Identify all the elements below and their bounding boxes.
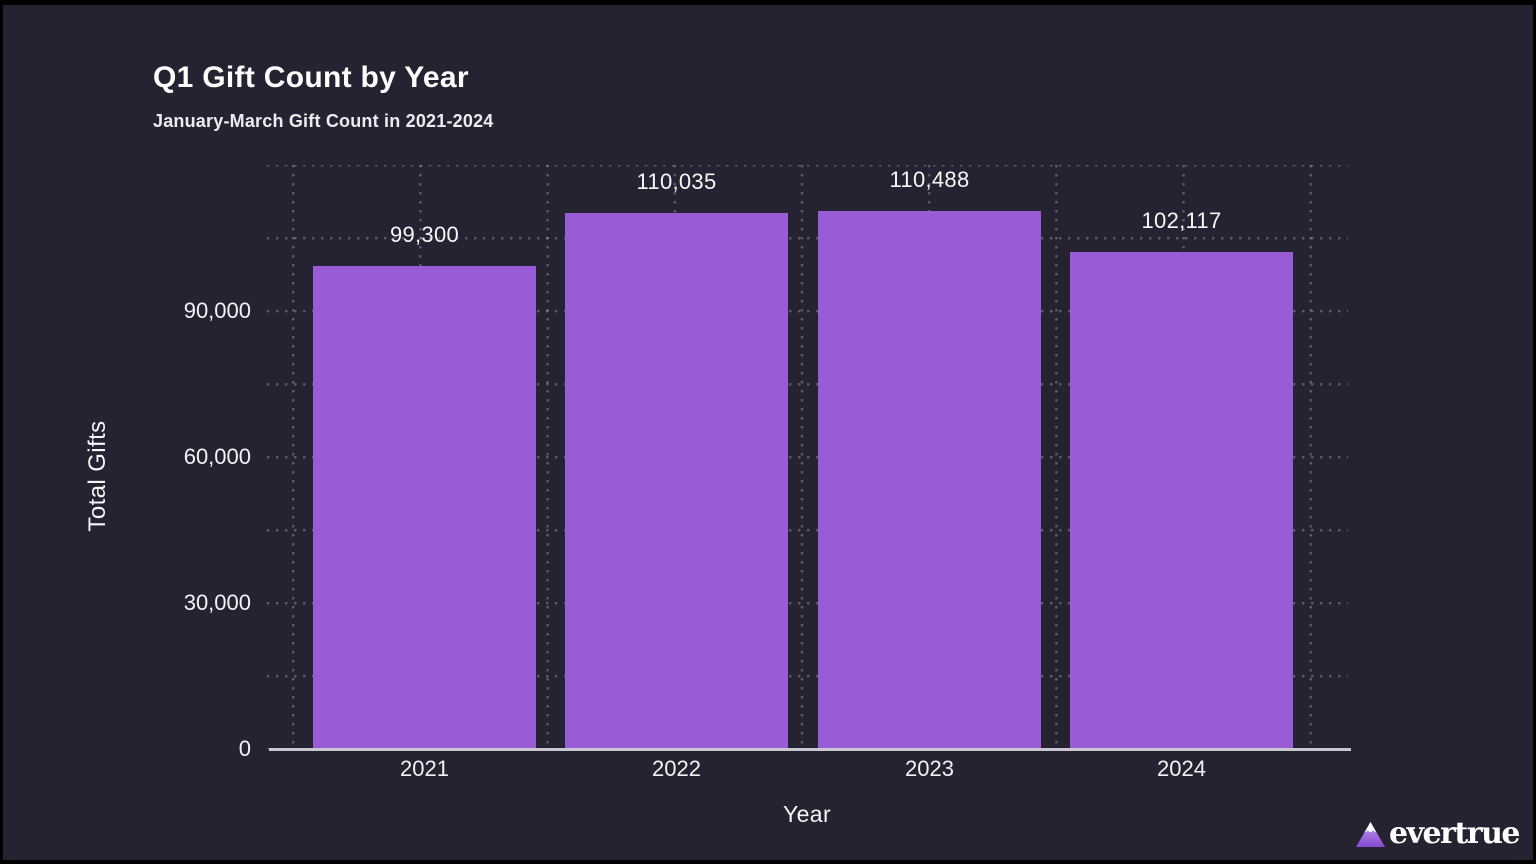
bar-value-label: 99,300 xyxy=(389,222,460,247)
logo-wordmark: evertrue xyxy=(1389,816,1520,851)
plot-area: 99,300 110,035 110,488 102,117 xyxy=(267,165,1348,749)
evertrue-logo: evertrue xyxy=(1355,815,1520,853)
x-axis-title: Year xyxy=(782,801,832,827)
x-tick-label: 2024 xyxy=(1157,756,1206,781)
x-tick-label: 2021 xyxy=(400,756,449,781)
bar-value-label: 110,488 xyxy=(889,167,970,192)
bar-2021 xyxy=(313,266,536,749)
y-tick-label: 90,000 xyxy=(183,298,251,323)
bar-2022 xyxy=(565,213,788,749)
slide-background: Q1 Gift Count by Year January-March Gift… xyxy=(3,5,1533,860)
y-tick-label: 30,000 xyxy=(183,590,251,615)
bar-2024 xyxy=(1070,252,1293,749)
mountain-triangle-icon xyxy=(1356,821,1385,847)
bar-value-label: 110,035 xyxy=(636,169,717,194)
bar-2023 xyxy=(818,211,1041,749)
x-tick-label: 2022 xyxy=(652,756,701,781)
x-tick-label: 2023 xyxy=(905,756,954,781)
chart-subtitle: January-March Gift Count in 2021-2024 xyxy=(153,111,494,131)
y-tick-label: 0 xyxy=(238,736,251,761)
y-axis-title: Total Gifts xyxy=(84,420,111,532)
bar-value-label: 102,117 xyxy=(1141,208,1222,233)
x-axis-line xyxy=(269,748,1351,751)
chart-title: Q1 Gift Count by Year xyxy=(153,61,469,94)
y-tick-label: 60,000 xyxy=(183,444,251,469)
